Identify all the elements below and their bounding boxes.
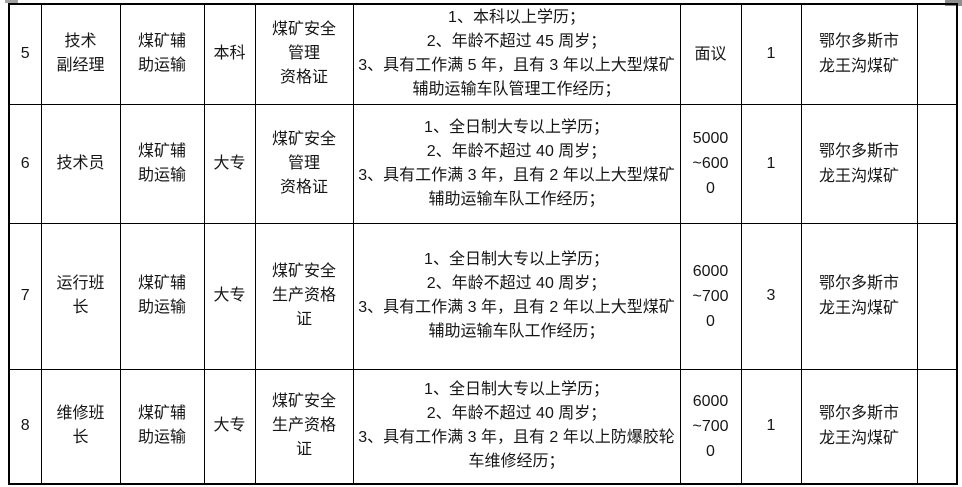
cell-extra	[916, 368, 958, 485]
table-row: 7 运行班 长 煤矿辅 助运输 大专 煤矿安全 生产资格 证 1、全日制大专以上…	[8, 222, 958, 370]
cell-certificate: 煤矿安全 管理 资格证	[254, 103, 354, 224]
cell-extra	[916, 103, 958, 224]
location-text: 鄂尔多斯市 龙王沟煤矿	[818, 405, 899, 448]
cell-seq: 8	[8, 368, 42, 485]
table-row: 5 技术 副经理 煤矿辅 助运输 本科 煤矿安全 管理 资格证 1、本科以上学历…	[8, 3, 958, 105]
cell-location: 鄂尔多斯市 龙王沟煤矿	[800, 103, 918, 224]
cell-headcount: 1	[740, 3, 802, 105]
cell-location: 鄂尔多斯市 龙王沟煤矿	[800, 368, 918, 485]
cell-department: 煤矿辅 助运输	[119, 3, 205, 105]
cell-requirements: 1、全日制大专以上学历； 2、年龄不超过 40 周岁； 3、具有工作满 3 年，…	[352, 222, 681, 370]
cell-requirements: 1、本科以上学历； 2、年龄不超过 45 周岁； 3、具有工作满 5 年，且有 …	[352, 3, 681, 105]
cell-seq: 5	[8, 3, 42, 105]
cell-seq: 7	[8, 222, 42, 370]
cell-certificate: 煤矿安全 生产资格 证	[254, 222, 354, 370]
cell-education: 大专	[203, 222, 256, 370]
salary-text: 面议	[694, 45, 727, 63]
table-row: 8 维修班 长 煤矿辅 助运输 大专 煤矿安全 生产资格 证 1、全日制大专以上…	[8, 368, 958, 485]
cell-extra	[916, 3, 958, 105]
cell-certificate: 煤矿安全 生产资格 证	[254, 368, 354, 485]
cell-requirements: 1、全日制大专以上学历； 2、年龄不超过 40 周岁； 3、具有工作满 3 年，…	[352, 103, 681, 224]
table-row: 6 技术员 煤矿辅 助运输 大专 煤矿安全 管理 资格证 1、全日制大专以上学历…	[8, 103, 958, 224]
cell-education: 本科	[203, 3, 256, 105]
cell-certificate: 煤矿安全 管理 资格证	[254, 3, 354, 105]
cell-education: 大专	[203, 368, 256, 485]
cell-position: 技术员	[40, 103, 121, 224]
recruitment-table: 5 技术 副经理 煤矿辅 助运输 本科 煤矿安全 管理 资格证 1、本科以上学历…	[8, 3, 958, 485]
cell-position: 技术 副经理	[40, 3, 121, 105]
cell-location: 鄂尔多斯市 龙王沟煤矿	[800, 222, 918, 370]
cell-headcount: 3	[740, 222, 802, 370]
cell-salary: 面议	[679, 3, 742, 105]
cell-headcount: 1	[740, 103, 802, 224]
location-text: 鄂尔多斯市 龙王沟煤矿	[818, 33, 899, 76]
cell-department: 煤矿辅 助运输	[119, 222, 205, 370]
cell-headcount: 1	[740, 368, 802, 485]
location-text: 鄂尔多斯市 龙王沟煤矿	[818, 275, 899, 317]
cutoff-ui-fragment-left	[5, 0, 18, 3]
location-text: 鄂尔多斯市 龙王沟煤矿	[818, 142, 899, 185]
cell-department: 煤矿辅 助运输	[119, 103, 205, 224]
cell-education: 大专	[203, 103, 256, 224]
cell-department: 煤矿辅 助运输	[119, 368, 205, 485]
cell-location: 鄂尔多斯市 龙王沟煤矿	[800, 3, 918, 105]
cell-salary: 5000~6000	[679, 103, 742, 224]
cell-seq: 6	[8, 103, 42, 224]
cell-salary: 6000~7000	[679, 368, 742, 485]
salary-text: 5000~6000	[692, 130, 729, 197]
salary-text: 6000~7000	[692, 392, 729, 460]
cell-position: 运行班 长	[40, 222, 121, 370]
cell-position: 维修班 长	[40, 368, 121, 485]
cell-requirements: 1、全日制大专以上学历； 2、年龄不超过 40 周岁； 3、具有工作满 3 年，…	[352, 368, 681, 485]
salary-text: 6000~7000	[692, 262, 729, 330]
cell-salary: 6000~7000	[679, 222, 742, 370]
cell-extra	[916, 222, 958, 370]
